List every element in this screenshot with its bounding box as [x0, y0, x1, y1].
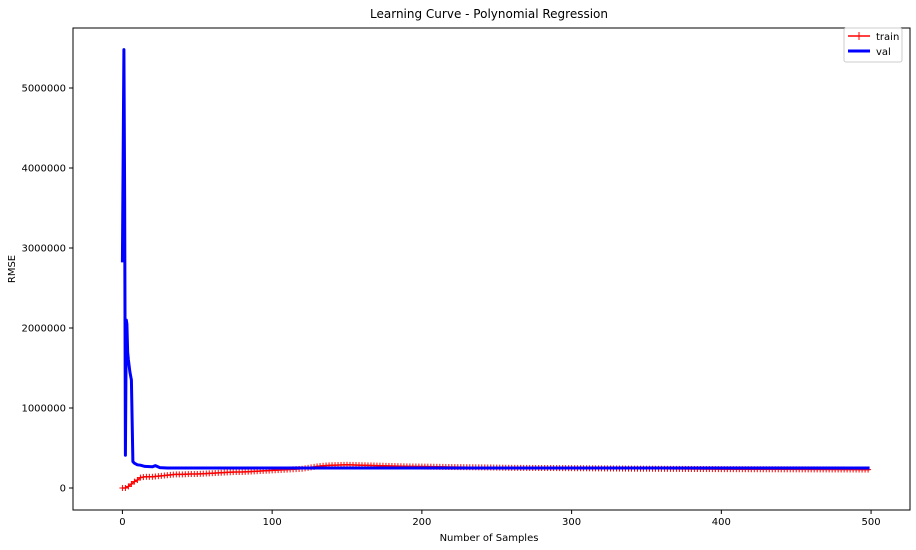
legend-val-label: val [876, 47, 891, 58]
x-tick-label: 500 [862, 517, 881, 528]
y-tick-label: 2000000 [21, 324, 66, 335]
x-axis: 0 100 200 300 400 500 [119, 510, 881, 528]
plot-area [72, 27, 911, 511]
x-tick-label: 100 [263, 517, 282, 528]
series-val [120, 48, 870, 470]
x-tick-label: 300 [562, 517, 581, 528]
chart-title: Learning Curve - Polynomial Regression [370, 7, 608, 21]
series-layer [119, 48, 872, 491]
legend: train val [843, 27, 903, 63]
x-tick-label: 200 [412, 517, 431, 528]
series-line-val [120, 48, 870, 470]
plot-frame [72, 27, 911, 511]
legend-train-label: train [876, 32, 899, 43]
x-tick-label: 400 [712, 517, 731, 528]
x-axis-title: Number of Samples [440, 533, 539, 544]
y-tick-label: 1000000 [21, 404, 66, 415]
y-tick-label: 3000000 [21, 244, 66, 255]
y-axis: 0 1000000 2000000 3000000 4000000 5000000 [21, 84, 73, 495]
x-tick-label: 0 [119, 517, 125, 528]
y-tick-label: 5000000 [21, 84, 66, 95]
data-point-train [137, 474, 144, 481]
y-tick-label: 4000000 [21, 164, 66, 175]
y-tick-label: 0 [60, 484, 66, 495]
y-axis-title: RMSE [7, 255, 18, 283]
